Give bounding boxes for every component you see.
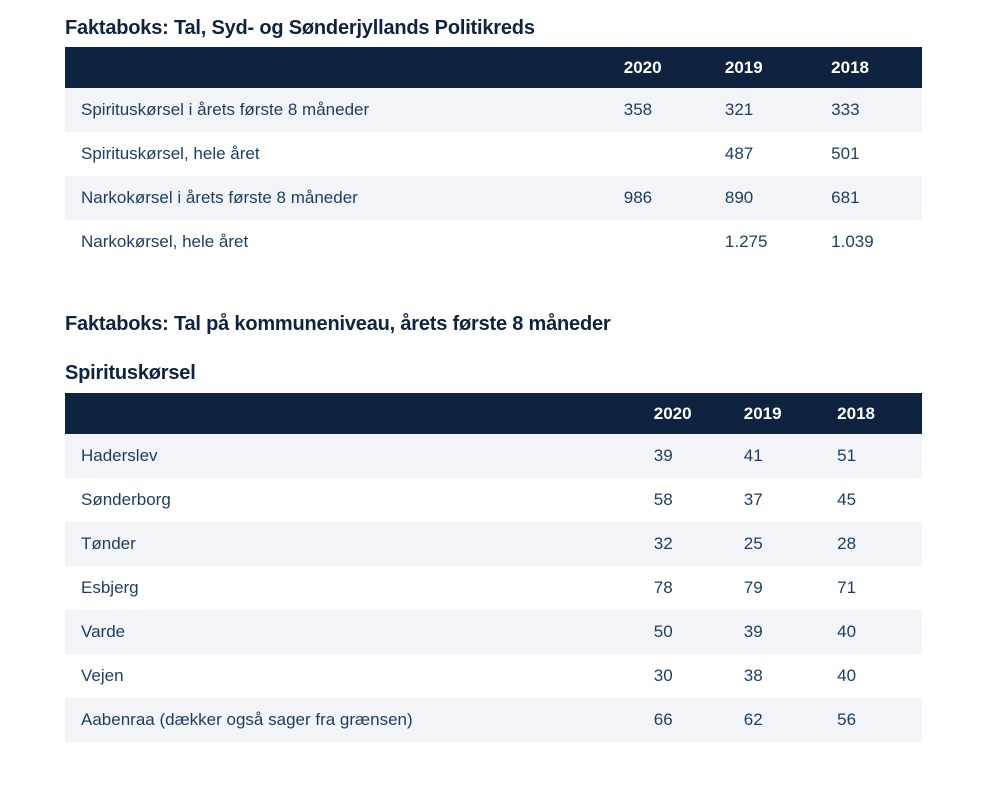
year-header-2018: 2018 [825,47,922,88]
table-row: Spirituskørsel i årets første 8 måneder … [65,88,922,132]
table-header-row: 2020 2019 2018 [65,393,922,434]
cell-value: 50 [647,610,738,654]
table-row: Vejen 30 38 40 [65,654,922,698]
empty-header-cell [65,393,648,434]
subsection-title-spirituskorsel: Spirituskørsel [65,362,196,384]
cell-value: 40 [831,654,922,698]
cell-value: 1.275 [718,220,826,264]
cell-value: 30 [647,654,738,698]
cell-value: 41 [737,434,832,478]
row-label: Spirituskørsel, hele året [65,132,618,176]
row-label: Tønder [65,522,648,566]
row-label: Esbjerg [65,566,648,610]
row-label: Varde [65,610,648,654]
cell-value: 37 [737,478,832,522]
year-header-2019: 2019 [737,393,832,434]
table-header-row: 2020 2019 2018 [65,47,922,88]
cell-value: 78 [647,566,738,610]
faktaboks-page: Faktaboks: Tal, Syd- og Sønderjyllands P… [65,17,922,742]
cell-value: 890 [718,176,826,220]
cell-value: 32 [647,522,738,566]
table-row: Narkokørsel i årets første 8 måneder 986… [65,176,922,220]
year-header-2019: 2019 [718,47,826,88]
row-label: Spirituskørsel i årets første 8 måneder [65,88,618,132]
section-kommuneniveau: Faktaboks: Tal på kommuneniveau, årets f… [65,313,922,742]
cell-value: 66 [647,698,738,742]
cell-value: 39 [737,610,832,654]
table-row: Spirituskørsel, hele året 487 501 [65,132,922,176]
kommune-stats-table: 2020 2019 2018 Haderslev 39 41 51 Sønder… [65,393,922,742]
row-label: Narkokørsel, hele året [65,220,618,264]
empty-header-cell [65,47,618,88]
cell-value: 45 [831,478,922,522]
cell-value: 321 [718,88,826,132]
cell-value: 487 [718,132,826,176]
table-row: Narkokørsel, hele året 1.275 1.039 [65,220,922,264]
row-label: Vejen [65,654,648,698]
cell-value: 1.039 [825,220,922,264]
cell-value: 358 [617,88,719,132]
table-row: Sønderborg 58 37 45 [65,478,922,522]
year-header-2020: 2020 [647,393,738,434]
section-title-politikreds: Faktaboks: Tal, Syd- og Sønderjyllands P… [65,17,535,39]
table-row: Tønder 32 25 28 [65,522,922,566]
cell-value: 25 [737,522,832,566]
year-header-2018: 2018 [831,393,922,434]
table-row: Haderslev 39 41 51 [65,434,922,478]
cell-value: 986 [617,176,719,220]
cell-value [617,132,719,176]
cell-value: 681 [825,176,922,220]
cell-value [617,220,719,264]
cell-value: 333 [825,88,922,132]
row-label: Haderslev [65,434,648,478]
table-row: Varde 50 39 40 [65,610,922,654]
cell-value: 501 [825,132,922,176]
cell-value: 56 [831,698,922,742]
year-header-2020: 2020 [617,47,719,88]
row-label: Aabenraa (dækker også sager fra grænsen) [65,698,648,742]
cell-value: 40 [831,610,922,654]
section-title-kommuneniveau: Faktaboks: Tal på kommuneniveau, årets f… [65,313,611,335]
row-label: Narkokørsel i årets første 8 måneder [65,176,618,220]
cell-value: 28 [831,522,922,566]
cell-value: 38 [737,654,832,698]
cell-value: 58 [647,478,738,522]
table-row: Aabenraa (dækker også sager fra grænsen)… [65,698,922,742]
cell-value: 39 [647,434,738,478]
politikreds-stats-table: 2020 2019 2018 Spirituskørsel i årets fø… [65,47,922,264]
row-label: Sønderborg [65,478,648,522]
cell-value: 62 [737,698,832,742]
cell-value: 79 [737,566,832,610]
cell-value: 51 [831,434,922,478]
table-row: Esbjerg 78 79 71 [65,566,922,610]
cell-value: 71 [831,566,922,610]
section-politikreds: Faktaboks: Tal, Syd- og Sønderjyllands P… [65,17,922,264]
